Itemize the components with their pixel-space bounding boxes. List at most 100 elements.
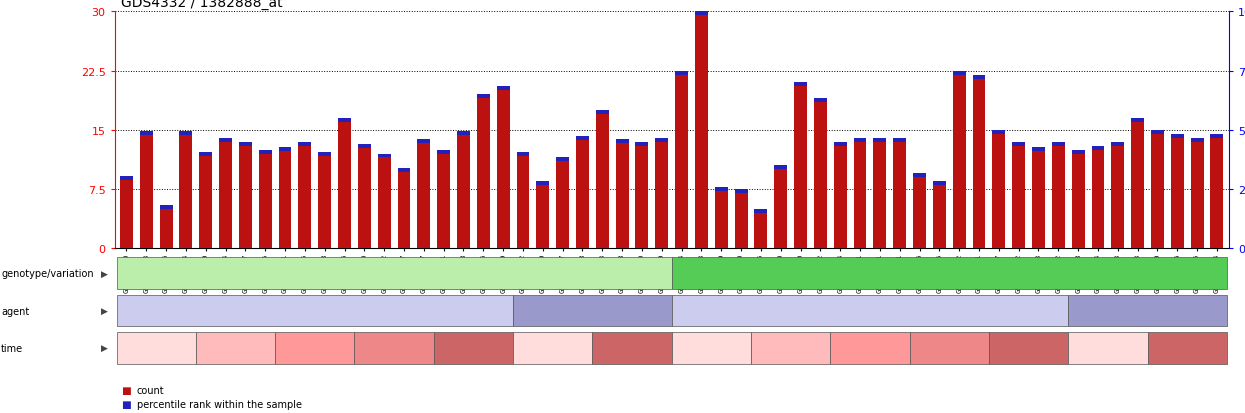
- Bar: [695, 12, 708, 17]
- Bar: [397, 169, 411, 249]
- Bar: [477, 95, 489, 249]
- Text: untreated: untreated: [1122, 306, 1173, 316]
- Bar: [397, 169, 411, 172]
- Text: count: count: [137, 385, 164, 395]
- Bar: [1112, 142, 1124, 146]
- Bar: [616, 140, 629, 249]
- Text: interleukin 1β: interleukin 1β: [834, 306, 906, 316]
- Bar: [1052, 142, 1064, 146]
- Bar: [319, 152, 331, 157]
- Bar: [1132, 119, 1144, 249]
- Bar: [854, 138, 867, 142]
- Bar: [576, 137, 589, 249]
- Text: 24hrs: 24hrs: [1173, 343, 1203, 353]
- Bar: [893, 138, 906, 142]
- Text: 4hrs: 4hrs: [779, 343, 802, 353]
- Bar: [874, 138, 886, 249]
- Text: 12hrs: 12hrs: [380, 343, 408, 353]
- Bar: [1092, 146, 1104, 150]
- Text: untreated: untreated: [566, 306, 618, 316]
- Bar: [1210, 135, 1224, 138]
- Bar: [754, 209, 767, 213]
- Bar: [537, 182, 549, 249]
- Bar: [1190, 138, 1204, 142]
- Bar: [457, 132, 469, 136]
- Text: 12hrs: 12hrs: [935, 343, 964, 353]
- Bar: [179, 132, 193, 249]
- Bar: [1052, 142, 1064, 249]
- Bar: [159, 205, 173, 249]
- Bar: [1092, 146, 1104, 249]
- Bar: [1072, 150, 1084, 154]
- Bar: [972, 76, 986, 249]
- Bar: [1032, 148, 1045, 249]
- Bar: [616, 140, 629, 144]
- Bar: [1032, 148, 1045, 152]
- Bar: [497, 87, 509, 249]
- Text: ■: ■: [121, 399, 131, 409]
- Text: 6hrs: 6hrs: [858, 343, 881, 353]
- Bar: [952, 71, 966, 249]
- Bar: [159, 205, 173, 209]
- Bar: [794, 83, 807, 249]
- Bar: [357, 145, 371, 249]
- Bar: [635, 142, 649, 249]
- Bar: [675, 71, 688, 249]
- Bar: [557, 158, 569, 162]
- Bar: [635, 142, 649, 146]
- Bar: [497, 87, 509, 91]
- Bar: [1132, 119, 1144, 123]
- Text: 24hrs: 24hrs: [458, 343, 488, 353]
- Bar: [139, 132, 153, 249]
- Bar: [596, 111, 609, 115]
- Bar: [715, 187, 727, 191]
- Text: time: time: [1, 343, 24, 353]
- Bar: [259, 150, 271, 154]
- Bar: [754, 209, 767, 249]
- Bar: [893, 138, 906, 249]
- Bar: [179, 132, 193, 136]
- Bar: [120, 176, 133, 180]
- Bar: [299, 142, 311, 249]
- Text: interleukin 1β: interleukin 1β: [279, 306, 351, 316]
- Bar: [120, 176, 133, 249]
- Bar: [874, 138, 886, 142]
- Text: genotype/variation: genotype/variation: [1, 268, 93, 279]
- Bar: [239, 142, 251, 249]
- Bar: [1072, 150, 1084, 249]
- Bar: [219, 138, 232, 142]
- Bar: [675, 71, 688, 76]
- Bar: [596, 111, 609, 249]
- Text: ■: ■: [121, 385, 131, 395]
- Bar: [319, 152, 331, 249]
- Bar: [695, 12, 708, 249]
- Bar: [1210, 135, 1224, 249]
- Bar: [1150, 131, 1164, 249]
- Bar: [339, 119, 351, 123]
- Bar: [913, 174, 926, 249]
- Bar: [992, 131, 1005, 249]
- Bar: [913, 174, 926, 178]
- Bar: [1012, 142, 1025, 249]
- Bar: [834, 142, 847, 249]
- Text: GDS4332 / 1382888_at: GDS4332 / 1382888_at: [121, 0, 283, 10]
- Text: 24hrs: 24hrs: [618, 343, 647, 353]
- Bar: [437, 150, 451, 249]
- Bar: [992, 131, 1005, 135]
- Bar: [239, 142, 251, 146]
- Text: ▶: ▶: [101, 269, 108, 278]
- Bar: [814, 99, 827, 103]
- Bar: [199, 152, 212, 157]
- Bar: [834, 142, 847, 146]
- Bar: [477, 95, 489, 99]
- Bar: [1150, 131, 1164, 135]
- Bar: [972, 76, 986, 79]
- Bar: [1112, 142, 1124, 249]
- Bar: [715, 187, 727, 249]
- Bar: [339, 119, 351, 249]
- Text: ▶: ▶: [101, 306, 108, 315]
- Text: ▶: ▶: [101, 344, 108, 352]
- Bar: [735, 190, 747, 249]
- Bar: [774, 166, 787, 170]
- Bar: [259, 150, 271, 249]
